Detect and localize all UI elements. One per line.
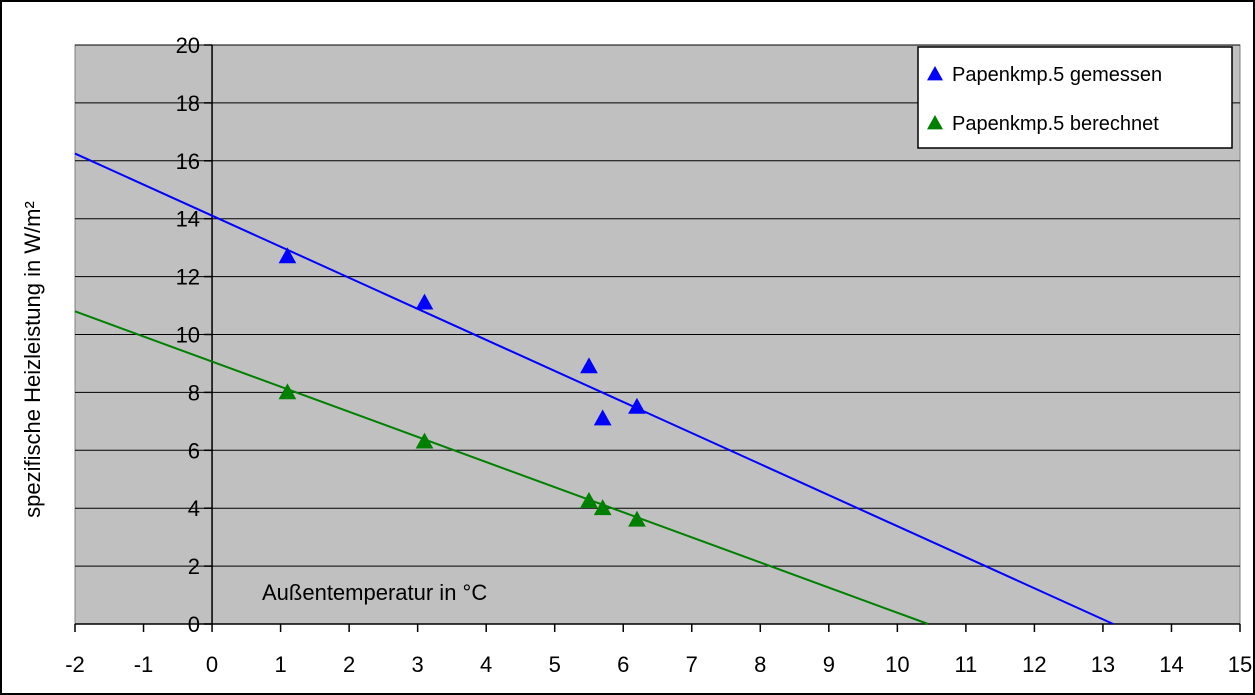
y-tick-label-0: 0 [188,612,200,637]
x-tick-label-1: 1 [274,652,286,677]
trendline-series-0 [74,152,1114,625]
y-tick-label-4: 4 [188,496,200,521]
x-tick-label-12: 12 [1022,652,1046,677]
point-series-0-1 [415,293,434,310]
legend: Papenkmp.5 gemessen Papenkmp.5 berechnet [917,46,1233,149]
axes [74,44,1241,632]
data-points [278,247,646,527]
x-tick-label--1: -1 [134,652,154,677]
x-tick-label-13: 13 [1091,652,1115,677]
point-series-1-0 [278,383,297,400]
y-tick-label-2: 2 [188,554,200,579]
y-tick-label-18: 18 [176,91,200,116]
x-axis-title: Außentemperatur in °C [262,580,487,605]
x-tick-label-2: 2 [343,652,355,677]
x-tick-label-5: 5 [549,652,561,677]
x-tick-label--2: -2 [65,652,85,677]
y-tick-label-16: 16 [176,149,200,174]
x-tick-label-3: 3 [412,652,424,677]
x-tick-label-7: 7 [686,652,698,677]
y-tick-label-12: 12 [176,265,200,290]
trendlines [74,152,1114,625]
y-tick-label-14: 14 [176,207,200,232]
x-tick-label-9: 9 [823,652,835,677]
point-series-1-1 [415,432,434,449]
x-tick-label-15: 15 [1228,652,1252,677]
point-series-1-2 [580,491,598,508]
x-tick-label-6: 6 [617,652,629,677]
x-tick-label-0: 0 [206,652,218,677]
y-tick-label-20: 20 [176,33,200,58]
point-series-1-3 [593,499,612,516]
point-series-0-3 [593,409,612,426]
legend-label-berechnet: Papenkmp.5 berechnet [952,113,1159,135]
y-tick-label-10: 10 [176,323,200,348]
x-tick-label-4: 4 [480,652,492,677]
point-series-0-4 [628,397,646,414]
x-tick-label-8: 8 [754,652,766,677]
legend-label-gemessen: Papenkmp.5 gemessen [952,64,1162,86]
x-tick-label-11: 11 [954,652,977,677]
legend-box [917,46,1233,149]
legend-marker-gemessen [927,66,943,81]
y-tick-label-6: 6 [188,438,200,463]
point-series-0-0 [278,247,297,264]
y-axis-title: spezifische Heizleistung in W/m² [20,201,45,518]
y-tick-label-8: 8 [188,380,200,405]
x-tick-label-14: 14 [1159,652,1183,677]
trendline-series-1 [74,310,929,625]
point-series-0-2 [580,357,598,374]
x-tick-label-10: 10 [885,652,909,677]
point-series-1-4 [628,510,646,527]
legend-marker-berechnet [927,115,943,130]
